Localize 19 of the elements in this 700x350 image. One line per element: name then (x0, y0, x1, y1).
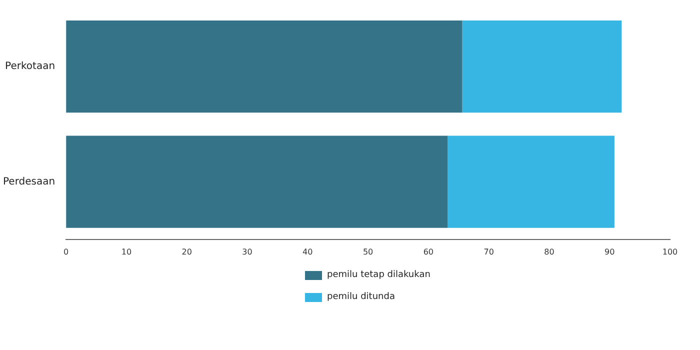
x-tick-label: 0 (64, 247, 69, 256)
x-tick-label: 20 (182, 247, 192, 256)
bar (66, 136, 448, 228)
y-tick-label: Perdesaan (2, 176, 56, 188)
x-tick-label: 80 (544, 247, 554, 256)
x-tick-label: 60 (423, 247, 434, 256)
legend-label: pemilu tetap dilakukan (327, 270, 430, 280)
x-tick-label: 40 (302, 247, 313, 256)
legend-label: pemilu ditunda (327, 292, 395, 302)
x-tick-label: 70 (484, 247, 494, 256)
x-tick-label: 90 (604, 247, 615, 256)
x-tick-label: 100 (662, 247, 678, 256)
bar (462, 20, 622, 113)
bar (66, 20, 462, 113)
y-tick-label: Perkotaan (5, 61, 56, 72)
x-tick-label: 10 (121, 247, 132, 256)
bar (448, 136, 614, 228)
x-tick-label: 30 (242, 247, 252, 256)
x-tick-label: 50 (362, 247, 374, 256)
